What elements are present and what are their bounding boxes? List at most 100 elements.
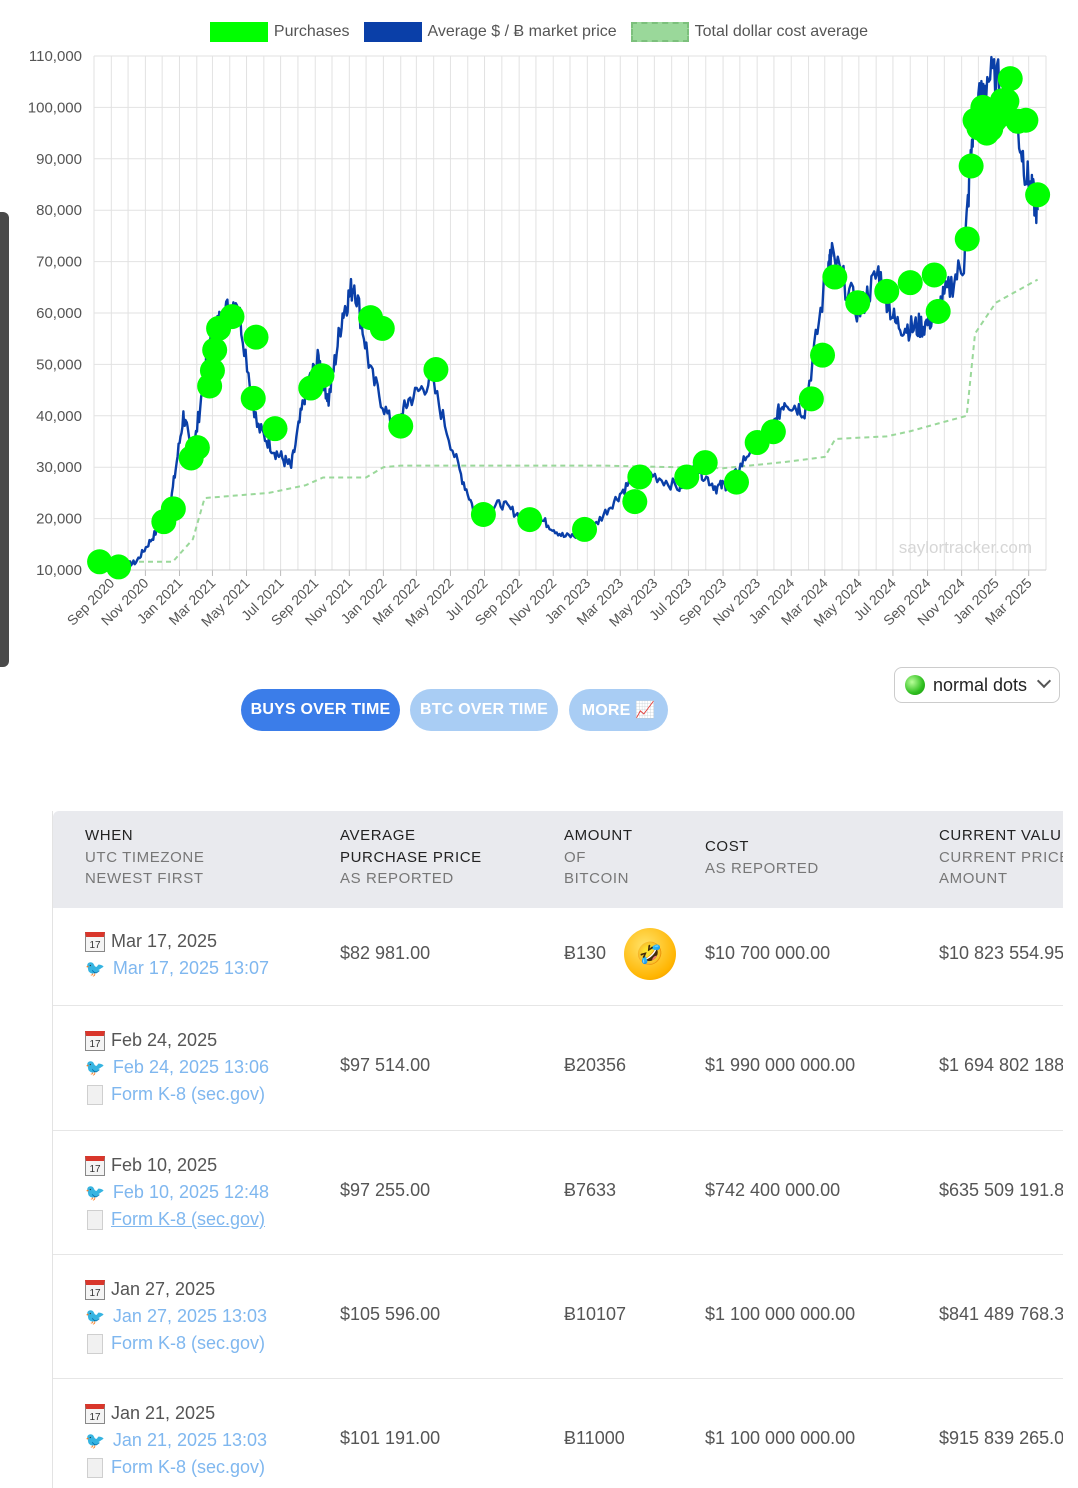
chevron-down-icon [1036,673,1052,689]
purchase-dot [309,363,335,389]
header-amount-title: AMOUNT [564,827,633,844]
purchase-dot [897,270,923,296]
legend-purchases[interactable]: Purchases [209,22,350,42]
when-cell: 17 Feb 24, 2025 🐦 Feb 24, 2025 13:06 Form … [53,1027,269,1108]
purchase-dot [199,358,225,384]
amount-cell: Ƀ11000 [564,1428,625,1448]
header-amount[interactable]: AMOUNT OF BITCOIN [564,825,633,890]
rofl-emoji-icon: 🤣 [624,928,676,980]
btc-over-time-button[interactable]: BTC OVER TIME [410,689,558,731]
legend-avg-price[interactable]: Average $ / Ƀ market price [363,22,617,42]
tweet-link[interactable]: Feb 10, 2025 12:48 [112,1182,270,1202]
date-text: Mar 17, 2025 [111,931,218,951]
header-amount-sub1: OF [564,848,587,866]
value-cell: $635 509 191.8 [939,1180,1063,1200]
header-cost-sub: AS REPORTED [705,859,819,877]
twitter-icon: 🐦 [85,960,105,978]
purchase-dot [810,342,836,368]
dots-style-select[interactable]: normal dots [894,667,1060,703]
legend-dca[interactable]: Total dollar cost average [630,22,868,42]
header-avg[interactable]: AVERAGE PURCHASE PRICE AS REPORTED [340,825,482,890]
header-when-sub1: UTC TIMEZONE [85,848,205,866]
header-cost-title: COST [705,838,750,855]
purchase-dot [954,226,980,252]
purchase-dot [921,262,947,288]
document-icon [87,1333,103,1354]
green-dot-icon [905,675,925,695]
legend-avg-price-label: Average $ / Ƀ market price [427,23,617,40]
more-button[interactable]: MORE 📈 [569,689,668,731]
purchase-dot [994,88,1020,114]
date-text: Feb 10, 2025 [111,1155,218,1175]
amount-cell: Ƀ7633 [564,1180,617,1200]
y-tick-label: 30,000 [36,459,82,476]
purchase-dot [798,386,824,412]
date-text: Jan 27, 2025 [111,1279,216,1299]
date-text: Feb 24, 2025 [111,1030,218,1050]
form-link[interactable]: Form K-8 (sec.gov) [111,1333,266,1353]
purchase-dot [845,290,871,316]
amount-cell: Ƀ10107 [564,1304,627,1324]
document-icon [87,1457,103,1478]
purchase-dot [572,516,598,542]
dots-style-value: normal dots [933,674,1028,695]
purchase-dot [87,549,113,575]
purchase-dot [1025,182,1051,208]
when-cell: 17 Feb 10, 2025 🐦 Feb 10, 2025 12:48 Form … [53,1152,269,1233]
y-tick-label: 80,000 [36,202,82,219]
when-cell: 17 Mar 17, 2025 🐦 Mar 17, 2025 13:07 [53,928,269,982]
cost-cell: $1 100 000 000.00 [705,1428,856,1448]
calendar-icon: 17 [85,1155,105,1176]
when-cell: 17 Jan 27, 2025 🐦 Jan 27, 2025 13:03 Form … [53,1276,267,1357]
header-when[interactable]: WHEN UTC TIMEZONE NEWEST FIRST [85,825,204,890]
header-amount-sub2: BITCOIN [564,870,630,887]
purchase-dot [369,315,395,341]
purchase-dot [262,416,288,442]
date-text: Jan 21, 2025 [111,1403,216,1423]
avg-price-cell: $97 514.00 [340,1055,431,1075]
y-tick-label: 10,000 [36,562,82,579]
header-avg-title: AVERAGE [340,827,416,844]
form-link[interactable]: Form K-8 (sec.gov) [111,1084,266,1104]
purchase-dot [692,450,718,476]
legend-purchases-label: Purchases [273,23,350,40]
header-when-title: WHEN [85,827,134,844]
dca-swatch [630,22,689,42]
buys-over-time-button[interactable]: BUYS OVER TIME [241,689,400,731]
y-tick-label: 40,000 [36,408,82,425]
purchase-dot [925,298,951,324]
form-link[interactable]: Form K-8 (sec.gov) [111,1209,266,1229]
purchase-dot [627,464,653,490]
purchase-dot [874,278,900,304]
twitter-icon: 🐦 [85,1308,105,1326]
calendar-icon: 17 [85,931,105,952]
cost-cell: $742 400 000.00 [705,1180,841,1200]
table-row: 17 Feb 24, 2025 🐦 Feb 24, 2025 13:06 Form … [53,1005,1063,1131]
value-cell: $841 489 768.3 [939,1304,1063,1324]
tweet-link[interactable]: Jan 27, 2025 13:03 [112,1306,268,1326]
cost-cell: $1 990 000 000.00 [705,1055,856,1075]
tweet-link[interactable]: Feb 24, 2025 13:06 [112,1057,270,1077]
table-row: 17 Feb 10, 2025 🐦 Feb 10, 2025 12:48 Form … [53,1130,1063,1255]
purchase-dot [958,153,984,179]
purchase-dot [723,469,749,495]
avg-price-swatch [363,22,422,42]
tweet-link[interactable]: Jan 21, 2025 13:03 [112,1430,268,1450]
tweet-link[interactable]: Mar 17, 2025 13:07 [112,958,270,978]
purchase-dot [240,385,266,411]
chart-legend: Purchases Average $ / Ƀ market price Tot… [0,22,1078,42]
purchase-dot [622,489,648,515]
dca-line [94,278,1039,563]
document-icon [87,1084,103,1105]
value-cell: $10 823 554.95 [939,943,1063,963]
purchase-dot [470,501,496,527]
amount-cell: Ƀ20356 [564,1055,627,1075]
cost-cell: $10 700 000.00 [705,943,831,963]
when-cell: 17 Jan 21, 2025 🐦 Jan 21, 2025 13:03 Form … [53,1400,267,1481]
header-cost[interactable]: COST AS REPORTED [705,836,819,879]
table-row: 17 Mar 17, 2025 🐦 Mar 17, 2025 13:07 $82 9… [53,908,1063,1006]
sidebar-handle[interactable] [0,212,9,667]
purchase-dot [219,304,245,330]
header-value[interactable]: CURRENT VALU CURRENT PRICE AMOUNT [939,825,1063,890]
form-link[interactable]: Form K-8 (sec.gov) [111,1457,266,1477]
